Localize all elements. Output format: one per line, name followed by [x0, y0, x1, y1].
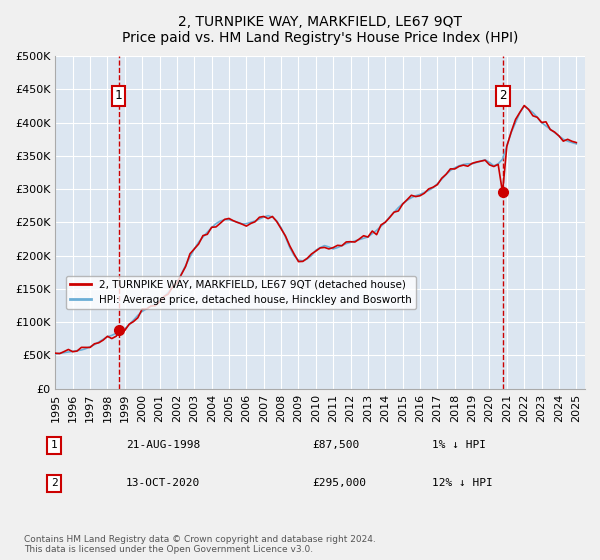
Title: 2, TURNPIKE WAY, MARKFIELD, LE67 9QT
Price paid vs. HM Land Registry's House Pri: 2, TURNPIKE WAY, MARKFIELD, LE67 9QT Pri…: [122, 15, 518, 45]
Text: 21-AUG-1998: 21-AUG-1998: [126, 440, 200, 450]
Text: 2: 2: [499, 90, 507, 102]
Text: 1% ↓ HPI: 1% ↓ HPI: [432, 440, 486, 450]
Text: 12% ↓ HPI: 12% ↓ HPI: [432, 478, 493, 488]
Text: 2: 2: [50, 478, 58, 488]
Text: 1: 1: [50, 440, 58, 450]
Text: £295,000: £295,000: [312, 478, 366, 488]
Text: Contains HM Land Registry data © Crown copyright and database right 2024.
This d: Contains HM Land Registry data © Crown c…: [24, 535, 376, 554]
Text: 1: 1: [115, 90, 122, 102]
Text: 13-OCT-2020: 13-OCT-2020: [126, 478, 200, 488]
Text: £87,500: £87,500: [312, 440, 359, 450]
Legend: 2, TURNPIKE WAY, MARKFIELD, LE67 9QT (detached house), HPI: Average price, detac: 2, TURNPIKE WAY, MARKFIELD, LE67 9QT (de…: [66, 276, 416, 309]
